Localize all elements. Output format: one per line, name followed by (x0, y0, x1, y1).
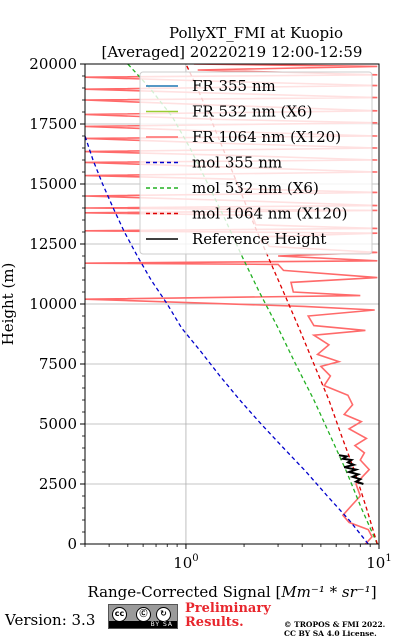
legend-label: mol 1064 nm (X120) (192, 205, 347, 223)
y-tick-label: 0 (67, 535, 77, 553)
legend: FR 355 nm FR 532 nm (X6) FR 1064 nm (X120)… (139, 71, 373, 255)
series-line-3 (85, 135, 369, 544)
cc-icon: cc (112, 607, 127, 622)
preliminary-line1: Preliminary (185, 601, 271, 616)
legend-box (139, 71, 373, 255)
x-axis-label: Range-Corrected Signal [Mm⁻¹ * sr⁻¹] (87, 583, 376, 601)
y-tick-label: 15000 (29, 175, 77, 193)
cc-strip-label: BY SA (109, 621, 177, 628)
copyright-notice: © TROPOS & FMI 2022. CC BY SA 4.0 Licens… (284, 620, 385, 638)
legend-label: FR 355 nm (192, 77, 276, 95)
chart-title: PollyXT_FMI at Kuopio (169, 24, 343, 42)
cc-license-badge[interactable]: cc Ⓒ ↻ BY SA (108, 604, 178, 629)
y-tick-label: 7500 (39, 355, 77, 373)
series-line-6 (338, 454, 364, 485)
legend-label: mol 532 nm (X6) (192, 179, 319, 197)
y-tick-label: 12500 (29, 235, 77, 253)
preliminary-notice: Preliminary Results. (185, 602, 271, 630)
y-tick-label: 10000 (29, 295, 77, 313)
by-icon: Ⓒ (136, 607, 151, 622)
legend-label: FR 532 nm (X6) (192, 103, 312, 121)
legend-label: mol 355 nm (192, 154, 282, 172)
legend-label: Reference Height (192, 230, 326, 248)
copyright-line1: © TROPOS & FMI 2022. (284, 620, 386, 629)
ticks: 0 2500 5000 7500 10000 12500 15000 17500 20000 10… (29, 55, 391, 572)
version-label: Version: 3.3 (5, 611, 96, 629)
y-axis-label: Height (m) (0, 263, 17, 346)
y-tick-label: 2500 (39, 475, 77, 493)
x-tick-label: 101 (366, 553, 391, 572)
preliminary-line2: Results. (185, 615, 244, 630)
copyright-line2: CC BY SA 4.0 License. (284, 629, 377, 638)
chart-subtitle: [Averaged] 20220219 12:00-12:59 (102, 43, 363, 61)
y-tick-label: 20000 (29, 55, 77, 73)
y-tick-label: 17500 (29, 115, 77, 133)
x-tick-label: 100 (173, 553, 198, 572)
sa-icon: ↻ (156, 607, 171, 622)
legend-label: FR 1064 nm (X120) (192, 128, 341, 146)
y-tick-label: 5000 (39, 415, 77, 433)
